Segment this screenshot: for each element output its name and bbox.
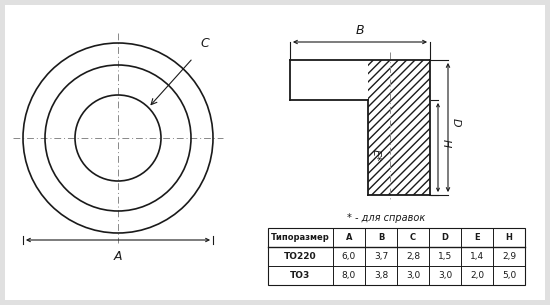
Text: E*: E* <box>371 149 381 162</box>
Text: * - для справок: * - для справок <box>346 213 425 223</box>
Text: B: B <box>356 24 364 37</box>
Text: 2,0: 2,0 <box>470 271 484 280</box>
Text: 5,0: 5,0 <box>502 271 516 280</box>
Text: 3,0: 3,0 <box>438 271 452 280</box>
Text: 6,0: 6,0 <box>342 252 356 261</box>
Text: C: C <box>410 233 416 242</box>
Text: H: H <box>441 139 451 148</box>
Bar <box>368 60 430 195</box>
Text: A: A <box>114 250 122 263</box>
Text: 3,7: 3,7 <box>374 252 388 261</box>
Text: TO220: TO220 <box>284 252 317 261</box>
Text: 3,0: 3,0 <box>406 271 420 280</box>
Text: 3,8: 3,8 <box>374 271 388 280</box>
Text: 1,4: 1,4 <box>470 252 484 261</box>
Text: TO3: TO3 <box>290 271 311 280</box>
Bar <box>268 228 525 285</box>
Text: C: C <box>200 37 209 50</box>
Text: 8,0: 8,0 <box>342 271 356 280</box>
Text: E: E <box>474 233 480 242</box>
Text: 2,8: 2,8 <box>406 252 420 261</box>
Text: A: A <box>346 233 352 242</box>
Text: Типоразмер: Типоразмер <box>271 233 330 242</box>
Text: H: H <box>505 233 513 242</box>
Text: D: D <box>451 118 461 127</box>
Text: 1,5: 1,5 <box>438 252 452 261</box>
Text: 2,9: 2,9 <box>502 252 516 261</box>
Text: B: B <box>378 233 384 242</box>
Bar <box>290 60 430 195</box>
Text: D: D <box>442 233 448 242</box>
